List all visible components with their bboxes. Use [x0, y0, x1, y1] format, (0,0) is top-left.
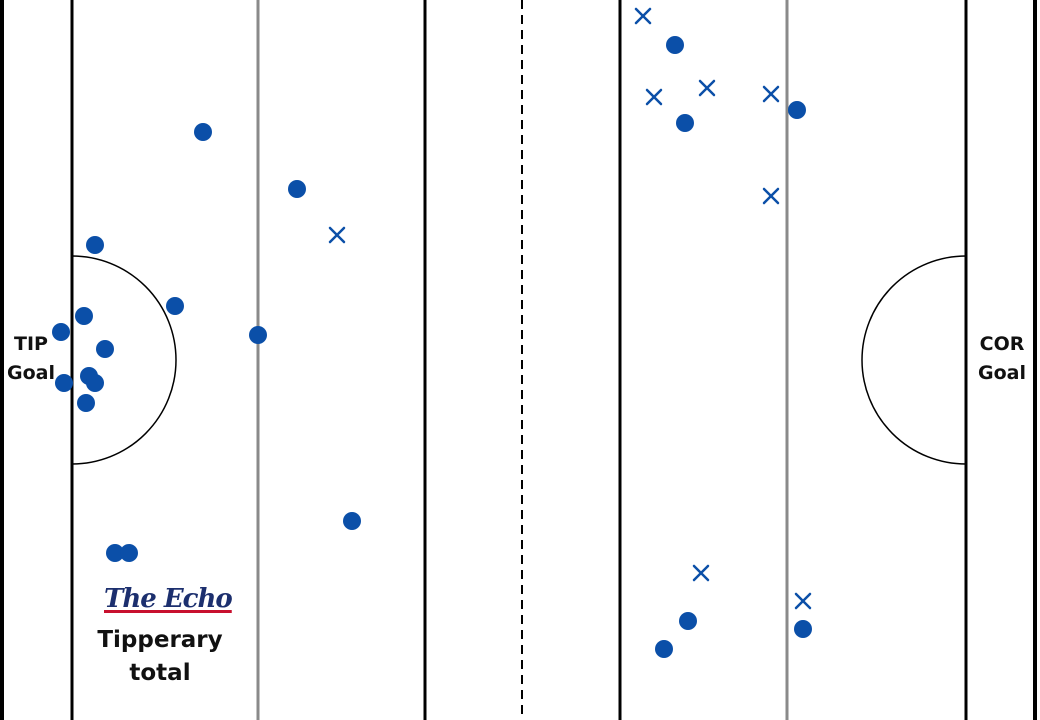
- point-marker: [75, 307, 93, 325]
- point-marker: [120, 544, 138, 562]
- point-marker: [794, 620, 812, 638]
- point-marker: [55, 374, 73, 392]
- total-label: Tipperary total: [90, 624, 230, 690]
- wide-marker: [794, 592, 812, 610]
- point-marker: [676, 114, 694, 132]
- wide-marker: [692, 564, 710, 582]
- point-marker: [666, 36, 684, 54]
- point-marker: [343, 512, 361, 530]
- point-marker: [106, 544, 124, 562]
- point-marker: [194, 123, 212, 141]
- point-marker: [86, 236, 104, 254]
- point-marker: [788, 101, 806, 119]
- point-marker: [679, 612, 697, 630]
- cor-goal-word: Goal: [978, 362, 1026, 384]
- total-label-line-1: Tipperary: [97, 627, 223, 653]
- wide-marker: [645, 88, 663, 106]
- point-marker: [77, 394, 95, 412]
- point-marker: [96, 340, 114, 358]
- total-label-line-2: total: [129, 660, 191, 686]
- wide-marker: [762, 85, 780, 103]
- wide-marker: [762, 187, 780, 205]
- wide-marker: [328, 226, 346, 244]
- wide-marker: [634, 7, 652, 25]
- point-marker: [86, 374, 104, 392]
- wide-marker: [698, 79, 716, 97]
- right-d-arc: [861, 255, 967, 465]
- tip-goal-word: Goal: [7, 362, 55, 384]
- point-marker: [655, 640, 673, 658]
- tip-label: TIP: [14, 333, 48, 355]
- brand-logo: The Echo: [104, 584, 233, 614]
- point-marker: [166, 297, 184, 315]
- point-marker: [52, 323, 70, 341]
- point-marker: [249, 326, 267, 344]
- tip-goal-label: TIP Goal: [4, 330, 58, 388]
- cor-goal-label: COR Goal: [972, 330, 1032, 388]
- point-marker: [288, 180, 306, 198]
- shot-markers: [52, 7, 812, 658]
- cor-label: COR: [979, 333, 1025, 355]
- left-d-arc: [71, 255, 177, 465]
